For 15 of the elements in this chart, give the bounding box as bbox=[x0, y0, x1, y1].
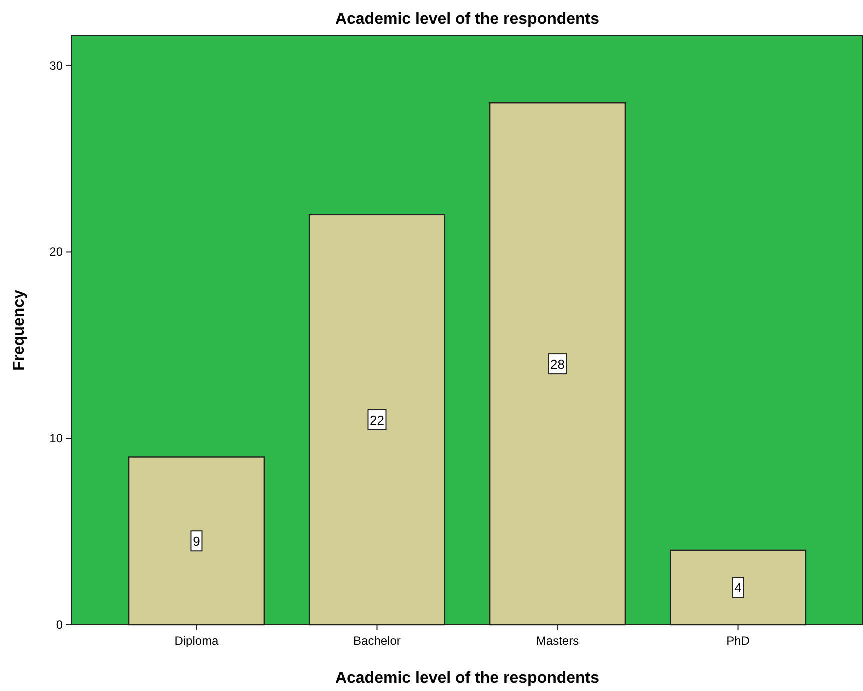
data-label: 22 bbox=[370, 412, 384, 428]
data-label: 4 bbox=[734, 580, 742, 596]
y-tick-label: 10 bbox=[50, 432, 64, 446]
x-tick-label: Bachelor bbox=[354, 634, 401, 648]
chart-title: Academic level of the respondents bbox=[335, 11, 600, 28]
y-tick-label: 0 bbox=[56, 618, 64, 632]
x-tick-label: Diploma bbox=[174, 634, 220, 648]
data-label: 9 bbox=[193, 534, 200, 550]
data-label: 28 bbox=[550, 357, 565, 372]
y-axis-title: Frequency bbox=[11, 290, 28, 371]
x-tick-label: PhD bbox=[726, 634, 750, 648]
y-tick-label: 30 bbox=[50, 58, 64, 73]
x-tick-label: Masters bbox=[536, 634, 580, 648]
x-axis-title: Academic level of the respondents bbox=[335, 670, 600, 687]
y-tick-label: 20 bbox=[50, 245, 64, 260]
